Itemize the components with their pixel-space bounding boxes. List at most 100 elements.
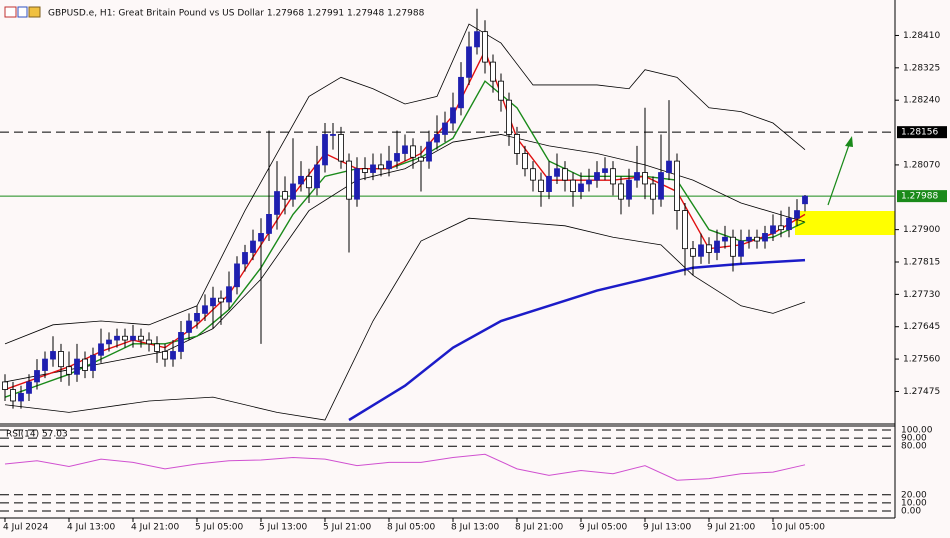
- candle-body: [578, 183, 584, 192]
- candle-body: [498, 80, 504, 101]
- candle-body: [650, 183, 656, 200]
- candle-body: [74, 358, 80, 375]
- candle-body: [226, 286, 232, 303]
- candle-body: [762, 233, 768, 242]
- candle-body: [754, 236, 760, 242]
- candle-body: [330, 134, 336, 136]
- candle-body: [674, 160, 680, 211]
- candle-body: [418, 156, 424, 162]
- candle-body: [642, 172, 648, 185]
- indicator-line: [4, 80, 806, 398]
- rsi-tick-label: 100.00: [901, 426, 933, 436]
- candle-body: [722, 236, 728, 242]
- candle-body: [690, 248, 696, 257]
- candle-body: [682, 210, 688, 250]
- candle-body: [554, 168, 560, 177]
- candle-body: [178, 332, 184, 352]
- x-tick-label: 8 Jul 13:00: [451, 523, 500, 533]
- candle-body: [466, 46, 472, 78]
- x-tick-label: 5 Jul 05:00: [195, 523, 244, 533]
- candle-body: [434, 134, 440, 143]
- x-tick-label: 9 Jul 13:00: [643, 523, 692, 533]
- candle-body: [514, 134, 520, 154]
- candle-body: [594, 172, 600, 181]
- candle-body: [786, 217, 792, 231]
- candle-body: [626, 179, 632, 200]
- candle-body: [338, 134, 344, 162]
- x-tick-label: 4 Jul 13:00: [67, 523, 116, 533]
- candle-body: [258, 233, 264, 242]
- candle-body: [282, 191, 288, 200]
- indicator-line: [348, 258, 806, 422]
- price-label-box: [897, 190, 947, 203]
- candle-body: [266, 214, 272, 234]
- candle-body: [346, 160, 352, 200]
- candle-body: [530, 168, 536, 181]
- indicator-line: [4, 217, 806, 421]
- rsi-line: [4, 453, 806, 481]
- x-tick-label: 10 Jul 05:00: [771, 523, 825, 533]
- x-tick-label: 9 Jul 05:00: [579, 523, 628, 533]
- candle-body: [354, 168, 360, 200]
- candle-body: [362, 168, 368, 173]
- x-tick-label: 5 Jul 13:00: [259, 523, 308, 533]
- candle-body: [2, 381, 8, 390]
- candle-body: [738, 240, 744, 257]
- candle-body: [138, 335, 144, 341]
- candle-body: [298, 175, 304, 185]
- candle-body: [402, 145, 408, 154]
- candle-body: [586, 179, 592, 185]
- candle-body: [154, 343, 160, 352]
- candle-body: [658, 172, 664, 200]
- demand-zone: [795, 211, 895, 235]
- candle-body: [186, 320, 192, 333]
- candle-body: [458, 76, 464, 109]
- forecast-arrow: [827, 141, 851, 206]
- candle-body: [746, 236, 752, 242]
- candle-body: [378, 164, 384, 170]
- candle-body: [202, 305, 208, 314]
- candle-body: [194, 312, 200, 322]
- candle-body: [666, 160, 672, 173]
- price-label: 1.27988: [901, 192, 938, 202]
- x-tick-label: 8 Jul 05:00: [387, 523, 436, 533]
- candle-body: [306, 175, 312, 189]
- candle-body: [482, 31, 488, 63]
- indicator-line: [4, 48, 806, 391]
- candle-body: [802, 195, 808, 205]
- candle-body: [610, 168, 616, 185]
- candle-body: [322, 134, 328, 166]
- candle-body: [58, 351, 64, 368]
- candle-body: [562, 168, 568, 181]
- candle-body: [290, 183, 296, 200]
- candle-body: [442, 122, 448, 135]
- chart-title: GBPUSD.e, H1: Great Britain Pound vs US …: [48, 9, 425, 19]
- candle-body: [10, 389, 16, 402]
- y-tick-label: 1.27900: [903, 225, 940, 235]
- candle-body: [162, 351, 168, 360]
- candle-body: [242, 252, 248, 265]
- candle-body: [426, 141, 432, 162]
- x-tick-label: 4 Jul 2024: [3, 523, 48, 533]
- candle-body: [90, 354, 96, 371]
- candle-body: [66, 366, 72, 375]
- candle-body: [634, 172, 640, 181]
- price-label: 1.28156: [901, 128, 938, 138]
- rsi-tick-label: 90.00: [901, 434, 927, 444]
- candle-body: [538, 179, 544, 192]
- candle-body: [210, 297, 216, 307]
- rsi-tick-label: 10.00: [901, 498, 927, 508]
- rsi-tick-label: 20.00: [901, 490, 927, 500]
- x-tick-label: 4 Jul 21:00: [131, 523, 180, 533]
- indicator-line: [4, 23, 806, 345]
- x-tick-label: 5 Jul 21:00: [323, 523, 372, 533]
- candle-body: [122, 335, 128, 341]
- candle-body: [130, 335, 136, 341]
- y-tick-label: 1.28240: [903, 96, 940, 106]
- candle-body: [98, 343, 104, 356]
- candle-body: [618, 183, 624, 200]
- candle-body: [26, 381, 32, 394]
- x-tick-label: 8 Jul 21:00: [515, 523, 564, 533]
